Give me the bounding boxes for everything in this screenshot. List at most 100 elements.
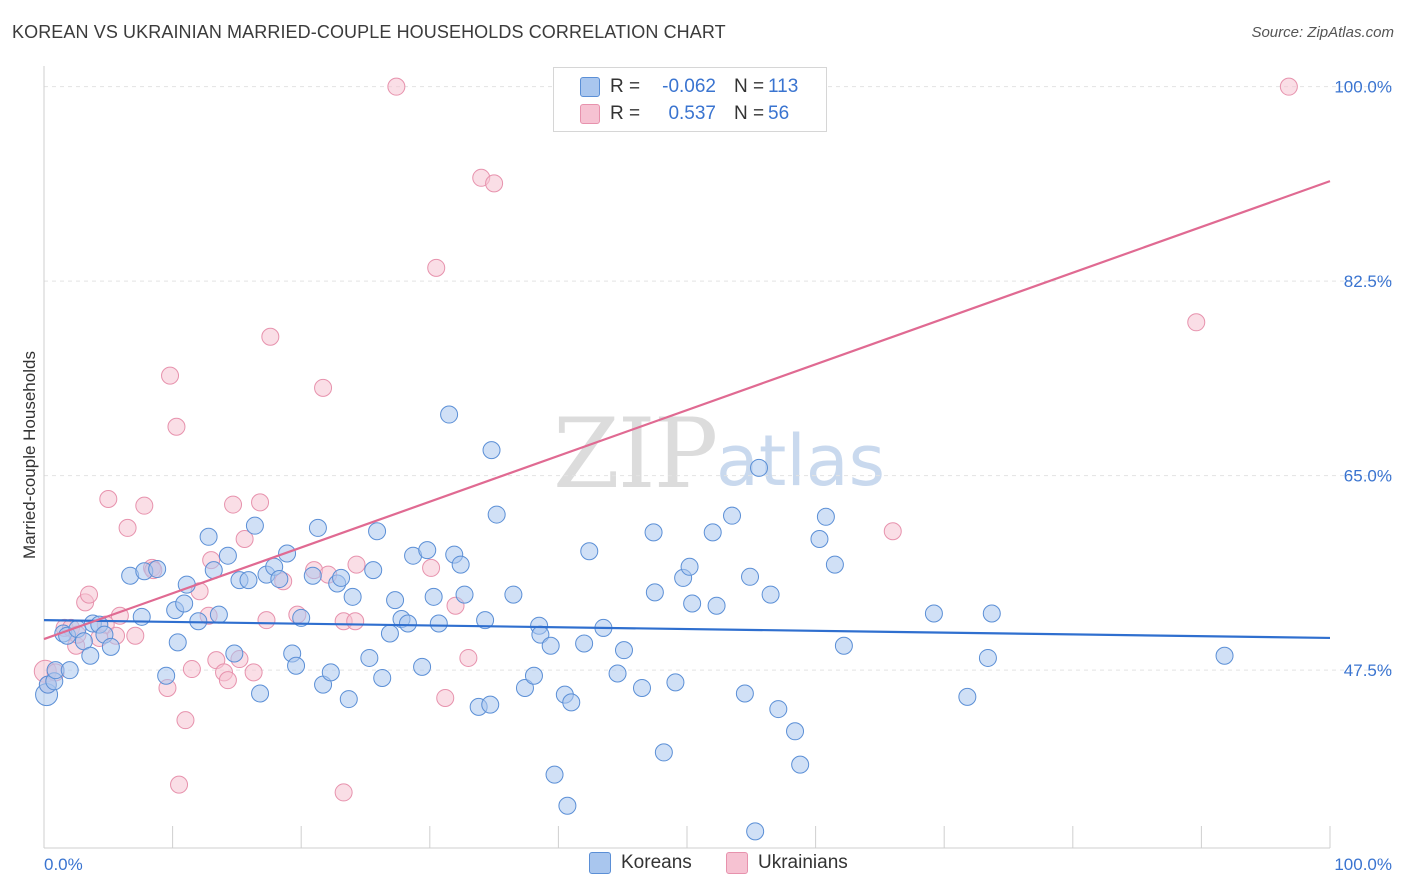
korean-point bbox=[199, 527, 218, 546]
korean-point bbox=[666, 673, 685, 692]
legend-item-koreans[interactable]: Koreans bbox=[589, 852, 692, 874]
ukrainian-point bbox=[182, 660, 201, 679]
korean-point bbox=[343, 587, 362, 606]
korean-point bbox=[680, 557, 699, 576]
x-tick-label-max: 100.0% bbox=[1334, 855, 1392, 874]
korean-point bbox=[368, 522, 387, 541]
korean-point bbox=[750, 458, 769, 477]
ukrainian-point bbox=[170, 775, 189, 794]
y-tick-label: 82.5% bbox=[1344, 272, 1392, 291]
ukrainian-point bbox=[422, 558, 441, 577]
korean-point bbox=[225, 644, 244, 663]
korean-point bbox=[644, 523, 663, 542]
korean-point bbox=[978, 648, 997, 667]
korean-point bbox=[487, 505, 506, 524]
korean-point bbox=[608, 664, 627, 683]
korean-point bbox=[303, 566, 322, 585]
ukrainian-point bbox=[257, 611, 276, 630]
korean-point bbox=[148, 560, 167, 579]
korean-point bbox=[321, 663, 340, 682]
ukrainian-point bbox=[118, 518, 137, 537]
korean-point bbox=[614, 641, 633, 660]
korean-point bbox=[132, 607, 151, 626]
korean-point bbox=[723, 506, 742, 525]
korean-point bbox=[332, 568, 351, 587]
ukrainian-point bbox=[167, 417, 186, 436]
ukrainian-point bbox=[224, 495, 243, 514]
korean-point bbox=[632, 678, 651, 697]
korean-point bbox=[424, 587, 443, 606]
korean-point bbox=[786, 722, 805, 741]
korean-point bbox=[645, 583, 664, 602]
korean-trend-line bbox=[43, 619, 1331, 640]
ukrainians-swatch bbox=[580, 104, 600, 124]
korean-point bbox=[769, 700, 788, 719]
watermark-atlas: atlas bbox=[716, 420, 886, 502]
ukrainians-r-label: R = bbox=[610, 103, 641, 124]
legend-item-ukrainians[interactable]: Ukrainians bbox=[726, 852, 848, 874]
ukrainian-point bbox=[387, 77, 406, 96]
koreans-n-label: N = bbox=[734, 76, 765, 97]
korean-point bbox=[761, 585, 780, 604]
korean-point bbox=[558, 796, 577, 815]
korean-point bbox=[398, 614, 417, 633]
korean-point bbox=[101, 637, 120, 656]
korean-point bbox=[239, 571, 258, 590]
korean-point bbox=[825, 555, 844, 574]
korean-point bbox=[1215, 646, 1234, 665]
korean-point bbox=[924, 604, 943, 623]
ukrainians-legend-label: Ukrainians bbox=[758, 852, 848, 873]
ukrainian-point bbox=[235, 530, 254, 549]
ukrainian-point bbox=[161, 366, 180, 385]
legend-row-ukrainians: R = 0.537 N = 56 bbox=[580, 103, 789, 125]
korean-point bbox=[958, 687, 977, 706]
korean-point bbox=[308, 518, 327, 537]
korean-point bbox=[339, 690, 358, 709]
ukrainian-point bbox=[126, 626, 145, 645]
korean-point bbox=[292, 608, 311, 627]
ukrainian-point bbox=[347, 555, 366, 574]
ukrainian-point bbox=[244, 663, 263, 682]
korean-point bbox=[482, 441, 501, 460]
korean-point bbox=[81, 646, 100, 665]
korean-point bbox=[455, 585, 474, 604]
korean-point bbox=[157, 666, 176, 685]
legend-row-koreans: R = -0.062 N = 113 bbox=[580, 76, 798, 98]
korean-point bbox=[373, 668, 392, 687]
korean-point bbox=[245, 516, 264, 535]
ukrainian-point bbox=[427, 258, 446, 277]
ukrainian-point bbox=[1187, 313, 1206, 332]
ukrainian-point bbox=[80, 585, 99, 604]
korean-point bbox=[413, 657, 432, 676]
ukrainian-point bbox=[135, 496, 154, 515]
korean-point bbox=[524, 666, 543, 685]
korean-point bbox=[287, 656, 306, 675]
korean-point bbox=[504, 585, 523, 604]
korean-point bbox=[545, 765, 564, 784]
korean-point bbox=[418, 541, 437, 560]
korean-point bbox=[683, 594, 702, 613]
korean-point bbox=[562, 693, 581, 712]
korean-point bbox=[575, 634, 594, 653]
ukrainian-point bbox=[334, 783, 353, 802]
korean-point bbox=[791, 755, 810, 774]
korean-point bbox=[476, 611, 495, 630]
korean-point bbox=[168, 633, 187, 652]
ukrainian-point bbox=[251, 493, 270, 512]
korean-point bbox=[580, 542, 599, 561]
korean-point bbox=[209, 605, 228, 624]
koreans-legend-label: Koreans bbox=[621, 852, 692, 873]
korean-point bbox=[360, 648, 379, 667]
korean-point bbox=[481, 695, 500, 714]
koreans-r-label: R = bbox=[610, 76, 641, 97]
koreans-swatch bbox=[580, 77, 600, 97]
ukrainian-point bbox=[176, 711, 195, 730]
ukrainians-r-value: 0.537 bbox=[668, 103, 716, 124]
koreans-legend-swatch bbox=[589, 852, 611, 874]
y-tick-label: 47.5% bbox=[1344, 661, 1392, 680]
korean-point bbox=[541, 636, 560, 655]
ukrainian-point bbox=[261, 327, 280, 346]
korean-point bbox=[707, 596, 726, 615]
korean-point bbox=[60, 661, 79, 680]
